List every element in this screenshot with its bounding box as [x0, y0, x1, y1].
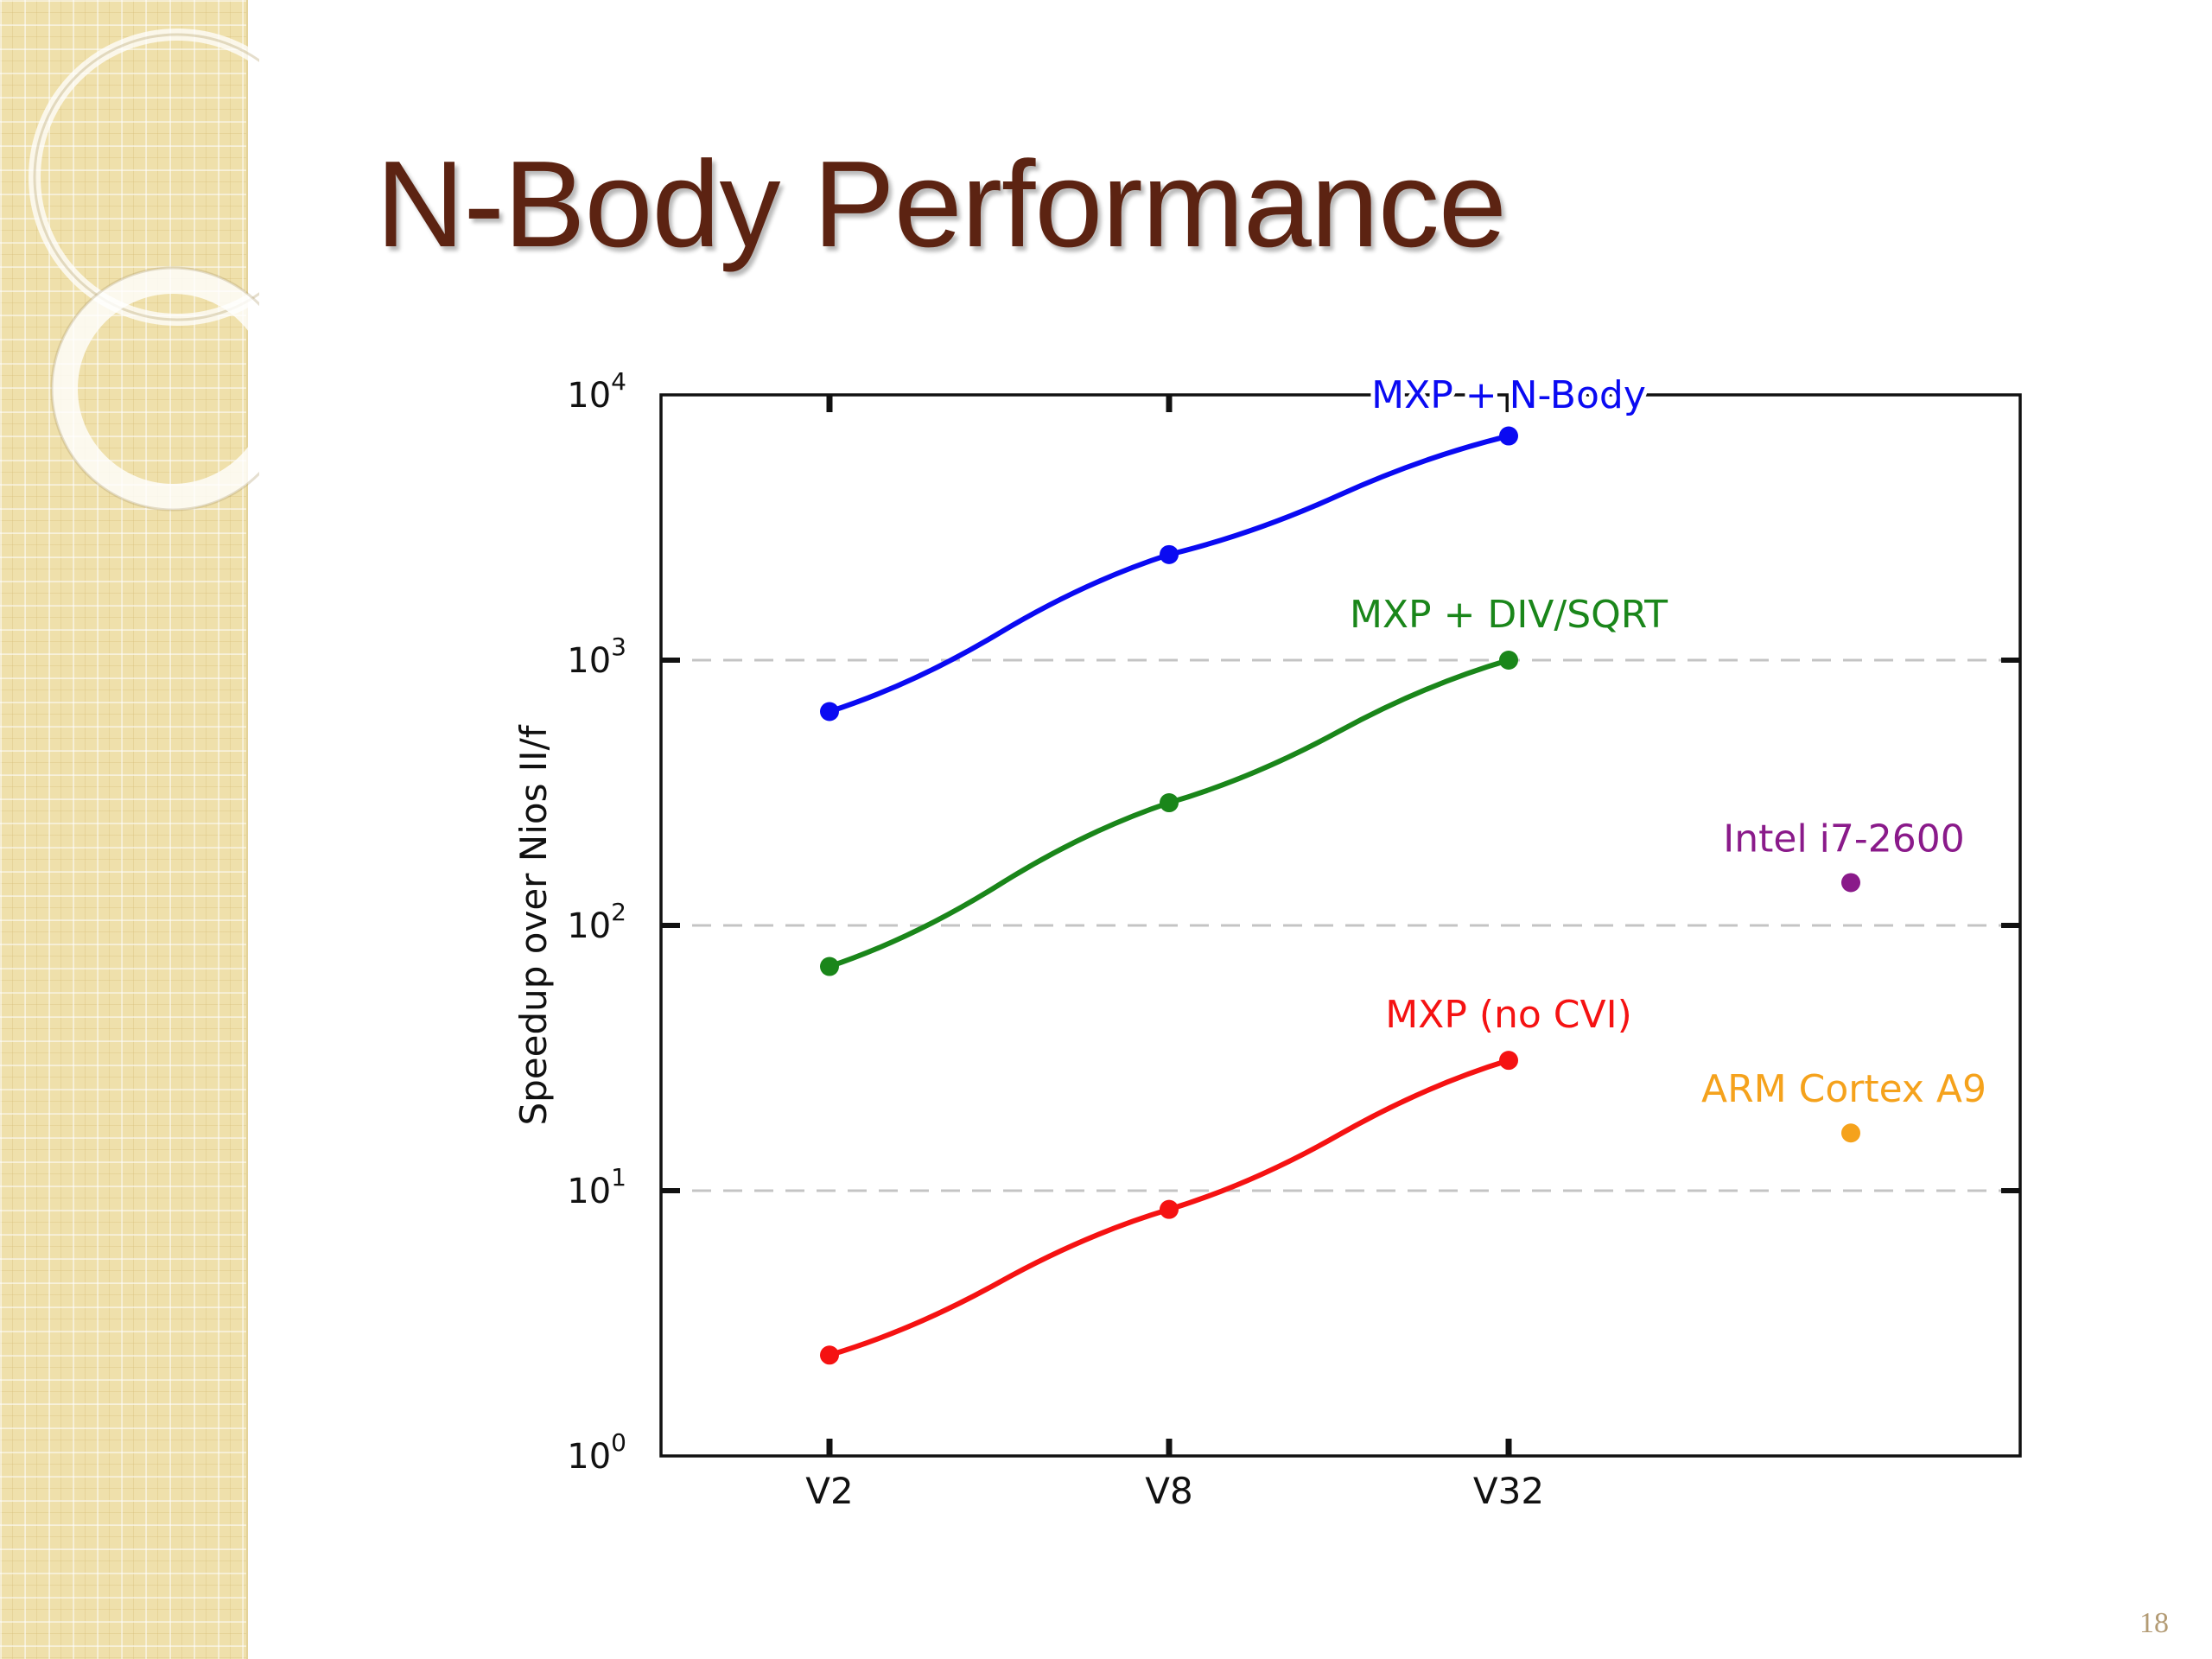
series-label: MXP + DIV/SQRT: [1350, 593, 1668, 637]
y-tick-labels: 100 101 102 103 104: [567, 367, 626, 1477]
single-points: Intel i7-2600 ARM Cortex A9: [1701, 817, 1986, 1143]
series-point: [1499, 651, 1518, 670]
x-tick-label: V2: [805, 1470, 853, 1512]
decorative-rings: [29, 29, 259, 512]
y-tick-label: 102: [567, 898, 626, 946]
series-point: [1160, 793, 1179, 813]
grid-lines: [661, 658, 2020, 1192]
y-tick-label: 103: [567, 632, 626, 681]
slide-title: N-Body Performance: [376, 136, 1507, 273]
reference-point: [1841, 873, 1860, 893]
series-line: [827, 433, 1511, 715]
series-point: [820, 957, 839, 976]
series-line: [827, 658, 1511, 969]
reference-label: ARM Cortex A9: [1701, 1067, 1986, 1111]
series-point: [820, 702, 839, 721]
axis-ticks: [661, 395, 2020, 1456]
series-label: MXP + N-Body: [1371, 373, 1646, 417]
series-point: [820, 1345, 839, 1365]
x-tick-label: V8: [1145, 1470, 1192, 1512]
y-tick-label: 101: [567, 1163, 626, 1211]
y-tick-label: 100: [567, 1428, 626, 1477]
page-number: 18: [2139, 1607, 2169, 1639]
y-tick-label: 104: [567, 367, 626, 416]
x-tick-labels: V2 V8 V32: [805, 1470, 1544, 1512]
series-label: MXP (no CVI): [1385, 993, 1632, 1037]
series-point: [1160, 544, 1179, 564]
series-point: [1499, 1051, 1518, 1071]
x-tick-label: V32: [1473, 1470, 1544, 1512]
series-point: [1160, 1199, 1179, 1219]
reference-label: Intel i7-2600: [1723, 817, 1964, 861]
reference-point: [1841, 1123, 1860, 1143]
y-axis-label: Speedup over Nios II/f: [512, 724, 555, 1125]
series-point: [1499, 426, 1518, 446]
series: MXP + N-Body MXP + DIV/SQRT MXP (no CVI): [820, 369, 1668, 1365]
